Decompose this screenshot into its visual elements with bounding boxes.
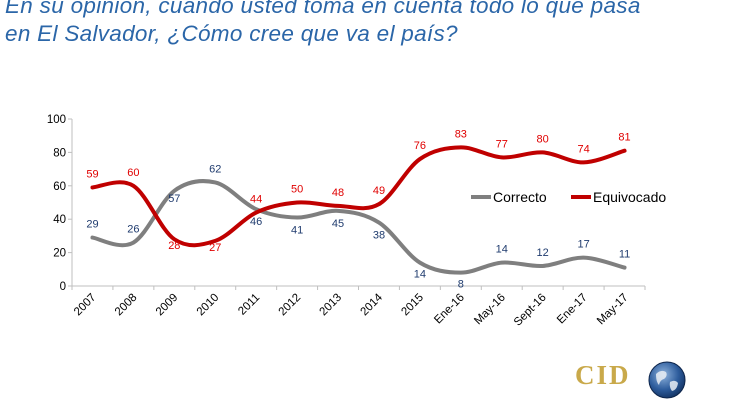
data-label: 50 — [291, 184, 303, 196]
x-tick-label: 2013 — [318, 292, 345, 319]
x-tick-label: 2012 — [277, 292, 304, 319]
data-label: 8 — [458, 279, 464, 291]
x-tick-label: 2008 — [113, 292, 140, 319]
data-label: 83 — [455, 128, 467, 140]
data-label: 62 — [209, 163, 221, 175]
data-label: 48 — [332, 187, 344, 199]
x-tick-label: 2011 — [236, 292, 262, 318]
data-label: 77 — [496, 138, 508, 150]
data-label: 46 — [250, 216, 262, 228]
y-tick-label: 100 — [47, 114, 66, 126]
series-line-equivocado — [90, 145, 627, 248]
data-label: 38 — [373, 230, 385, 242]
x-tick-label: 2014 — [359, 291, 386, 318]
data-label: 11 — [619, 249, 630, 261]
data-label: 14 — [496, 244, 508, 256]
x-tick-label: Ene-17 — [555, 292, 590, 327]
data-label: 12 — [537, 247, 549, 259]
data-label: 80 — [537, 133, 549, 145]
title-line-2: en El Salvador, ¿Cómo cree que va el paí… — [5, 21, 458, 46]
data-label: 59 — [86, 168, 98, 180]
data-label: 49 — [373, 185, 385, 197]
series-lines — [90, 145, 627, 275]
legend-label: Correcto — [493, 189, 547, 205]
data-label: 17 — [577, 239, 589, 251]
x-tick-label: Sept-16 — [512, 292, 549, 329]
x-tick-label: May-16 — [472, 292, 508, 328]
series-line-correcto — [90, 179, 627, 275]
x-tick-label: 2007 — [72, 292, 99, 319]
data-label: 45 — [332, 218, 344, 230]
data-label: 14 — [414, 269, 426, 281]
legend: Correcto Equivocado — [471, 189, 666, 205]
y-tick-label: 40 — [53, 214, 66, 226]
data-label: 74 — [577, 143, 589, 155]
legend-label: Equivocado — [593, 189, 666, 205]
data-labels: 29 26 57 62 46 41 45 38 14 8 14 12 17 11 59 60 28 27 44 50 4… — [86, 128, 630, 290]
chart-title: En su opinión, cuando usted toma en cuen… — [5, 0, 730, 48]
x-tick-label: Ene-16 — [432, 292, 467, 327]
y-tick-label: 0 — [60, 281, 66, 293]
globe-icon — [648, 361, 686, 399]
data-label: 28 — [168, 240, 180, 252]
data-label: 27 — [209, 242, 221, 254]
data-label: 41 — [291, 225, 303, 237]
data-label: 29 — [86, 219, 98, 231]
x-tick-label: 2010 — [195, 292, 222, 319]
y-tick-label: 60 — [53, 181, 66, 193]
logo-text: CID — [575, 360, 631, 390]
y-tick-label: 20 — [53, 248, 66, 260]
data-label: 60 — [127, 167, 139, 179]
x-tick-label: May-17 — [595, 292, 631, 328]
x-tick-label: 2009 — [154, 292, 181, 319]
x-tick-label: 2015 — [399, 292, 426, 319]
data-label: 26 — [127, 224, 139, 236]
axes: 0 20 40 60 80 100 2007 2008 2009 2010 2011 2012 2013… — [47, 114, 646, 329]
cid-logo: CID — [575, 358, 687, 400]
data-label: 76 — [414, 140, 426, 152]
data-label: 57 — [168, 193, 180, 205]
title-line-1: En su opinión, cuando usted toma en cuen… — [5, 0, 641, 18]
y-tick-label: 80 — [53, 147, 66, 159]
data-label: 81 — [618, 132, 630, 144]
data-label: 44 — [250, 194, 262, 206]
